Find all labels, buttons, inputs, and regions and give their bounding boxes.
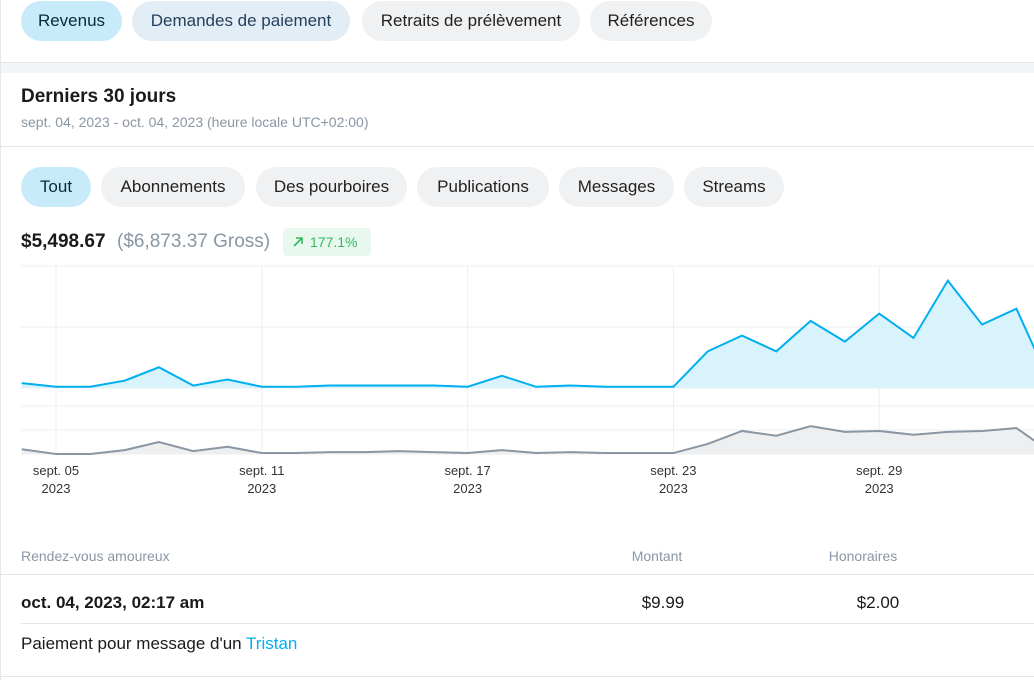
x-tick-label: sept. 17 bbox=[444, 463, 490, 478]
filter[interactable]: Tout bbox=[21, 167, 91, 207]
divider bbox=[1, 676, 1034, 677]
line bbox=[21, 278, 1034, 388]
period-range: sept. 04, 2023 - oct. 04, 2023 (heure lo… bbox=[21, 114, 369, 130]
filter[interactable]: Abonnements bbox=[101, 167, 245, 207]
divider bbox=[1, 574, 1034, 575]
row-description: Paiement pour message d'un Tristan bbox=[21, 634, 297, 654]
band bbox=[1, 62, 1034, 73]
change-value: 177.1% bbox=[310, 234, 358, 250]
tab[interactable]: Demandes de paiement bbox=[132, 1, 350, 41]
x-tick-label: sept. 29 bbox=[856, 463, 902, 478]
row-date: oct. 04, 2023, 02:17 am bbox=[21, 593, 205, 612]
x-tick-label: sept. 23 bbox=[650, 463, 696, 478]
tab[interactable]: Retraits de prélèvement bbox=[362, 1, 580, 41]
filter[interactable]: Messages bbox=[559, 167, 674, 207]
line bbox=[21, 425, 1034, 455]
area-fill bbox=[21, 426, 1034, 454]
description-text: Paiement pour message d'un bbox=[21, 634, 242, 653]
x-tick-label: 2023 bbox=[453, 481, 482, 496]
user-link[interactable]: Tristan bbox=[246, 634, 298, 653]
arrow-icon bbox=[293, 237, 303, 247]
area-fill bbox=[21, 280, 1034, 388]
divider bbox=[1, 146, 1034, 147]
gross-amount: ($6,873.37 Gross) bbox=[117, 231, 271, 252]
net-amount: $5,498.67 bbox=[21, 231, 106, 252]
filter[interactable]: Publications bbox=[417, 167, 549, 207]
x-tick-label: sept. 05 bbox=[33, 463, 79, 478]
row-fee: $2.00 bbox=[856, 593, 900, 612]
row-amount: $9.99 bbox=[641, 593, 685, 612]
x-tick-label: 2023 bbox=[42, 481, 71, 496]
filter[interactable]: Streams bbox=[684, 167, 784, 207]
x-tick-label: sept. 11 bbox=[239, 463, 284, 478]
period-title: Derniers 30 jours bbox=[21, 86, 177, 107]
divider bbox=[21, 623, 1034, 624]
table-header: Rendez-vous amoureux bbox=[21, 548, 170, 564]
change-badge: 177.1% bbox=[283, 228, 371, 256]
x-tick-label: 2023 bbox=[865, 481, 894, 496]
chart: sept. 05 2023 sept. 11 2023 sept. 17 2023 sept… bbox=[21, 265, 1034, 496]
table-header: Honoraires bbox=[828, 548, 898, 564]
tab[interactable]: Références bbox=[590, 1, 712, 41]
x-tick-label: 2023 bbox=[659, 481, 688, 496]
x-tick-label: 2023 bbox=[247, 481, 276, 496]
tab[interactable]: Revenus bbox=[21, 1, 122, 41]
table-header: Montant bbox=[631, 548, 683, 564]
filter[interactable]: Des pourboires bbox=[256, 167, 407, 207]
